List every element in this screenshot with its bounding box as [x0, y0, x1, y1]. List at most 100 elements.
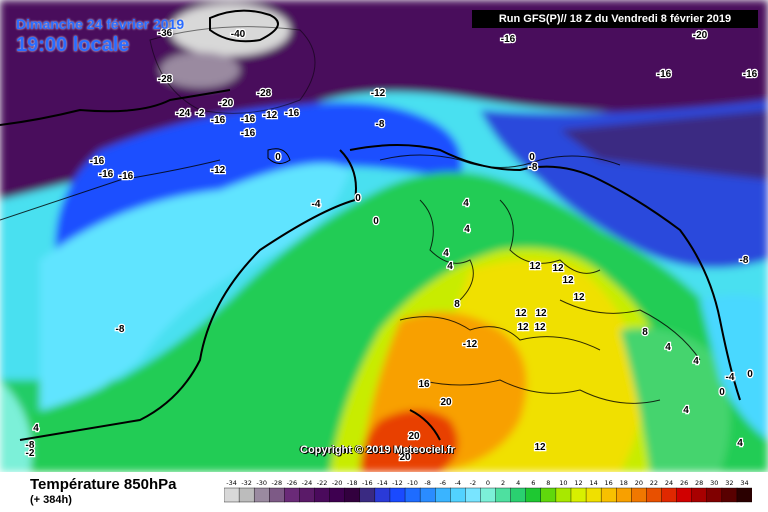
forecast-date: Dimanche 24 février 2019	[16, 16, 185, 32]
isotherm-label: 4	[463, 198, 469, 209]
scale-tick-label: -14	[377, 479, 388, 487]
scale-tick-label: 12	[574, 479, 582, 487]
scale-swatch	[706, 487, 723, 503]
isotherm-label: -4	[726, 372, 735, 383]
scale-tick-label: -28	[271, 479, 282, 487]
scale-tick-label: -30	[256, 479, 267, 487]
isotherm-label: -28	[257, 88, 272, 99]
scale-swatch	[646, 487, 662, 503]
model-run-info: Run GFS(P)// 18 Z du Vendredi 8 février …	[472, 10, 758, 28]
scale-tick-label: -22	[317, 479, 328, 487]
isotherm-label: -40	[231, 29, 246, 40]
scale-tick-label: 4	[516, 479, 520, 487]
isotherm-labels: -40-36-28-28-24 -2-20-16 -16 -12 -16-16-12-8…	[24, 27, 759, 465]
scale-tick-label: -34	[226, 479, 237, 487]
isotherm-label: -16	[99, 169, 114, 180]
scale-tick-label: 32	[725, 479, 733, 487]
greenland-outline	[149, 26, 316, 114]
scale-swatch	[585, 487, 602, 503]
scale-swatch	[389, 487, 406, 503]
scale-tick-label: 24	[665, 479, 673, 487]
scale-swatch	[495, 487, 512, 503]
scale-tick-label: -32	[241, 479, 252, 487]
scale-swatch	[480, 487, 497, 503]
isotherm-label: 4	[464, 224, 470, 235]
isotherm-label: 0	[529, 152, 535, 163]
scale-swatch	[238, 487, 255, 503]
isotherm-label: -8	[740, 255, 749, 266]
variable-title: Température 850hPa	[30, 476, 177, 493]
scale-swatch	[314, 487, 331, 503]
isotherm-label: -16	[657, 69, 672, 80]
scale-swatch	[721, 487, 738, 503]
scale-tick-label: 10	[559, 479, 567, 487]
scale-swatch	[616, 487, 632, 503]
scale-swatch	[284, 487, 300, 503]
scale-tick-label: -2	[470, 479, 476, 487]
scale-tick-label: -26	[287, 479, 298, 487]
iceland-outline	[267, 148, 291, 164]
scale-tick-label: -18	[347, 479, 358, 487]
scale-tick-label: 2	[501, 479, 505, 487]
isotherm-label: -16	[119, 171, 134, 182]
scale-swatch	[374, 487, 391, 503]
scale-swatch	[450, 487, 466, 503]
isotherm-label: -20	[219, 98, 234, 109]
isotherm-label: -8	[529, 162, 538, 173]
scale-tick-label: 34	[740, 479, 748, 487]
scale-swatch	[510, 487, 527, 503]
isotherm-label: 12	[529, 261, 541, 272]
scale-swatch	[600, 487, 617, 503]
scale-tick-label: -4	[455, 479, 461, 487]
scale-tick-label: 14	[589, 479, 597, 487]
scale-tick-label: 20	[635, 479, 643, 487]
isotherm-label: -16	[285, 108, 300, 119]
scale-swatch	[419, 487, 436, 503]
isotherm-label: 4	[693, 356, 699, 367]
scale-tick-label: 6	[531, 479, 535, 487]
scale-tick-label: -6	[439, 479, 445, 487]
temperature-850hpa-map[interactable]: -40-36-28-28-24 -2-20-16 -16 -12 -16-16-12-8…	[0, 0, 768, 472]
isotherm-label: 12	[517, 322, 529, 333]
scale-tick-label: -20	[332, 479, 343, 487]
isotherm-label: -28	[158, 74, 173, 85]
isotherm-label: 12	[573, 292, 585, 303]
isotherm-label: 12	[562, 275, 574, 286]
lead-time: (+ 384h)	[30, 494, 72, 506]
scale-tick-label: -10	[407, 479, 418, 487]
scale-tick-label: 18	[620, 479, 628, 487]
scale-swatch	[465, 487, 481, 503]
scale-swatch	[359, 487, 376, 503]
isotherm-label: -16	[241, 114, 256, 125]
isotherm-label: -12	[371, 88, 386, 99]
isotherm-label: -2	[196, 108, 205, 119]
isotherm-label: 4	[665, 342, 671, 353]
isotherm-label: 4	[443, 248, 449, 259]
isotherm-label: -8	[116, 324, 125, 335]
isotherm-label: 20	[399, 452, 411, 463]
isotherm-label: -16	[743, 69, 758, 80]
isotherm-label: -8	[26, 440, 35, 451]
scale-swatch	[269, 487, 285, 503]
isotherm-label: 4	[447, 261, 453, 272]
scale-swatch	[299, 487, 316, 503]
isotherm-label: -24	[176, 108, 191, 119]
scale-swatch	[434, 487, 451, 503]
forecast-time: 19:00 locale	[16, 34, 130, 56]
isotherm-label: -8	[376, 119, 385, 130]
scale-swatch	[329, 487, 346, 503]
isotherm-label: 0	[747, 369, 753, 380]
coastlines-borders	[0, 154, 701, 404]
isotherm-label: 0	[355, 193, 361, 204]
isotherm-label: -16	[211, 115, 226, 126]
scale-swatch	[691, 487, 708, 503]
scale-swatch	[540, 487, 557, 503]
isotherm-label: -36	[158, 28, 173, 39]
scale-swatch	[661, 487, 678, 503]
isotherm-label: 4	[33, 423, 39, 434]
isotherm-label: -20	[693, 30, 708, 41]
copyright-notice: Copyright © 2019 Meteociel.fr	[300, 444, 455, 456]
isotherm-label: 12	[552, 263, 564, 274]
isotherm-label: 4	[737, 438, 743, 449]
scale-tick-label: 22	[650, 479, 658, 487]
